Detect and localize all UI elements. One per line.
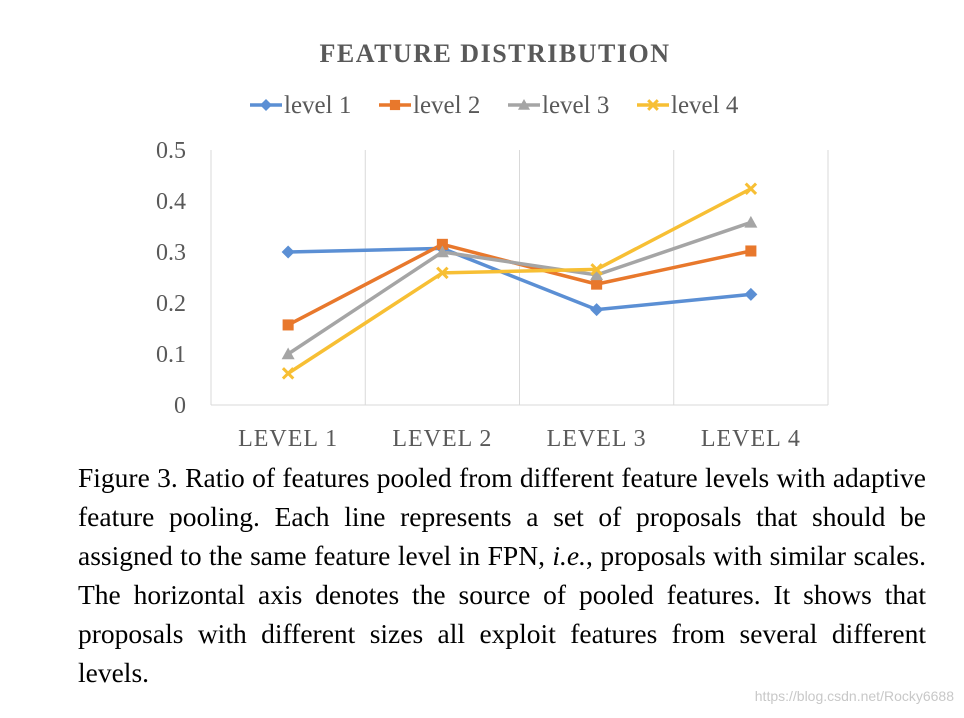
data-point bbox=[590, 263, 603, 276]
watermark: https://blog.csdn.net/Rocky6688 bbox=[754, 688, 954, 704]
y-tick-label: 0.4 bbox=[156, 189, 186, 215]
caption-text-end: , proposals with similar scales. The hor… bbox=[78, 540, 926, 688]
x-tick-label: LEVEL 4 bbox=[701, 426, 801, 452]
series-line-3 bbox=[287, 220, 752, 356]
data-point bbox=[281, 347, 295, 360]
chart: FEATURE DISTRIBUTION level 1 level 2 level… bbox=[156, 39, 829, 452]
legend-label: level 4 bbox=[671, 92, 739, 119]
x-tick-label: LEVEL 1 bbox=[238, 426, 338, 452]
y-tick-label: 0.1 bbox=[156, 342, 186, 368]
data-point bbox=[591, 278, 603, 290]
data-point bbox=[436, 266, 449, 280]
data-point bbox=[281, 245, 295, 259]
legend-label: level 2 bbox=[413, 92, 480, 119]
y-tick-label: 0.5 bbox=[156, 138, 186, 164]
legend-label: level 3 bbox=[542, 92, 609, 119]
data-point bbox=[590, 303, 604, 317]
data-point bbox=[282, 319, 294, 331]
data-point bbox=[744, 182, 758, 196]
data-point bbox=[435, 245, 449, 258]
x-tick-label: LEVEL 2 bbox=[392, 426, 492, 452]
y-tick-label: 0.2 bbox=[156, 291, 186, 317]
series-line-1 bbox=[288, 246, 752, 312]
figure-caption: Figure 3. Ratio of features pooled from … bbox=[78, 458, 926, 692]
markers bbox=[281, 182, 758, 380]
legend-marker bbox=[260, 99, 272, 111]
x-tick-label: LEVEL 3 bbox=[547, 426, 647, 452]
legend-marker bbox=[647, 99, 659, 111]
grid bbox=[210, 150, 829, 406]
y-axis: 0 0.1 0.2 0.3 0.4 0.5 bbox=[156, 138, 186, 419]
legend-marker bbox=[389, 99, 401, 111]
data-point bbox=[744, 215, 758, 228]
legend-marker bbox=[518, 99, 530, 110]
data-point bbox=[281, 367, 295, 380]
x-axis: LEVEL 1 LEVEL 2 LEVEL 3 LEVEL 4 bbox=[238, 426, 801, 452]
y-tick-label: 0.3 bbox=[156, 240, 186, 266]
data-point bbox=[436, 238, 448, 250]
series-line-4 bbox=[287, 187, 752, 375]
legend-label: level 1 bbox=[284, 92, 351, 119]
legend: level 1 level 2 level 3 level 4 bbox=[250, 92, 739, 119]
caption-text: Ratio of features pooled from different … bbox=[78, 462, 926, 571]
caption-italic: i.e. bbox=[552, 540, 587, 571]
series-lines bbox=[287, 187, 752, 375]
data-point bbox=[744, 287, 758, 301]
y-tick-label: 0 bbox=[174, 393, 186, 419]
chart-title: FEATURE DISTRIBUTION bbox=[320, 39, 671, 68]
caption-label: Figure 3. bbox=[78, 462, 178, 493]
data-point bbox=[590, 268, 604, 281]
data-point bbox=[745, 245, 757, 257]
